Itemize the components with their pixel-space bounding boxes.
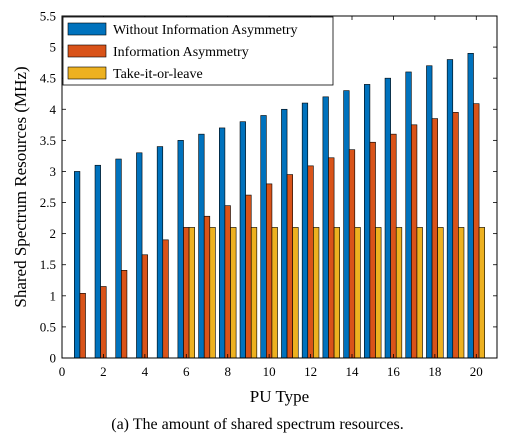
y-tick-label: 2	[50, 226, 57, 241]
figure-caption: (a) The amount of shared spectrum resour…	[111, 416, 404, 433]
bar	[384, 77, 391, 359]
bar	[239, 121, 246, 359]
legend-box	[62, 16, 334, 86]
bar	[74, 171, 81, 359]
bar	[411, 124, 418, 359]
bar	[156, 146, 164, 359]
bar	[375, 227, 382, 359]
y-tick-label: 1.5	[40, 257, 56, 272]
plot-frame	[61, 15, 498, 359]
x-tick-label: 20	[470, 364, 483, 379]
bar	[115, 158, 122, 359]
bar	[437, 227, 444, 359]
legend-swatch	[67, 22, 107, 36]
bar	[301, 102, 309, 359]
x-tick-label: 0	[59, 364, 66, 379]
y-tick-label: 4.5	[40, 71, 56, 86]
bar-chart: 0 2 4 6 8 10 12 14 16 18 20 0 0.5 1 1.5 2 2.5 3 3.5 4 4.5 5 5.…	[11, 9, 498, 406]
y-tick-label: 4	[50, 102, 57, 117]
bar	[281, 108, 288, 359]
legend-swatch	[67, 66, 107, 80]
y-tick-label: 3	[50, 164, 57, 179]
bar	[260, 115, 267, 359]
bar	[369, 141, 376, 359]
bar	[271, 227, 278, 359]
x-tick-label: 16	[387, 364, 401, 379]
x-tick-label: 6	[183, 364, 190, 379]
bar	[395, 227, 403, 359]
bar	[322, 96, 329, 359]
bar	[224, 205, 231, 359]
legend-label: Without Information Asymmetry	[113, 23, 298, 38]
y-tick-label: 0.5	[40, 319, 56, 334]
y-tick-label: 2.5	[40, 195, 56, 210]
bar	[203, 215, 211, 359]
y-tick-label: 0	[50, 351, 57, 366]
bar	[136, 152, 143, 359]
bar	[177, 140, 184, 359]
x-axis-label: PU Type	[250, 387, 309, 406]
bar	[343, 90, 350, 359]
bar	[100, 286, 107, 359]
bar	[354, 227, 361, 359]
legend-label: Take-it-or-leave	[113, 67, 203, 82]
bar	[183, 227, 190, 359]
x-tick-label: 8	[224, 364, 231, 379]
bar	[390, 133, 397, 359]
x-tick-label: 4	[142, 364, 149, 379]
bar	[292, 227, 299, 359]
bar	[446, 59, 454, 359]
y-tick-label: 5.5	[40, 9, 56, 24]
legend-label: Information Asymmetry	[113, 45, 249, 60]
x-tick-label: 12	[304, 364, 317, 379]
x-tick-label: 14	[346, 364, 360, 379]
bar	[121, 270, 128, 359]
bar	[141, 254, 148, 359]
bar	[230, 227, 237, 359]
bar	[250, 227, 258, 359]
bar	[79, 293, 86, 359]
bar	[364, 84, 371, 359]
bar	[162, 239, 169, 359]
bar	[467, 53, 474, 359]
bar	[209, 227, 216, 359]
bar	[188, 227, 195, 359]
bar	[219, 127, 226, 359]
bar	[452, 112, 459, 359]
bar	[426, 65, 433, 359]
bar	[348, 149, 356, 359]
bar	[416, 227, 423, 359]
bar	[94, 164, 101, 359]
bar	[473, 103, 480, 359]
bar	[431, 118, 438, 359]
x-tick-label: 10	[263, 364, 276, 379]
y-tick-label: 1	[50, 288, 57, 303]
bar	[328, 157, 335, 359]
bar	[286, 174, 293, 359]
bar	[266, 183, 273, 359]
bar	[245, 194, 252, 359]
bar	[307, 165, 314, 359]
legend-swatch	[67, 44, 107, 58]
bar	[198, 133, 205, 359]
bar	[405, 71, 412, 359]
x-tick-label: 2	[100, 364, 107, 379]
y-tick-label: 3.5	[40, 133, 56, 148]
bar	[333, 227, 340, 359]
y-tick-label: 5	[50, 40, 57, 55]
x-tick-label: 18	[428, 364, 441, 379]
y-axis-label: Shared Spectrum Resources (MHz)	[11, 66, 30, 307]
bar	[313, 227, 320, 359]
bar	[478, 227, 485, 359]
bar	[458, 227, 465, 359]
